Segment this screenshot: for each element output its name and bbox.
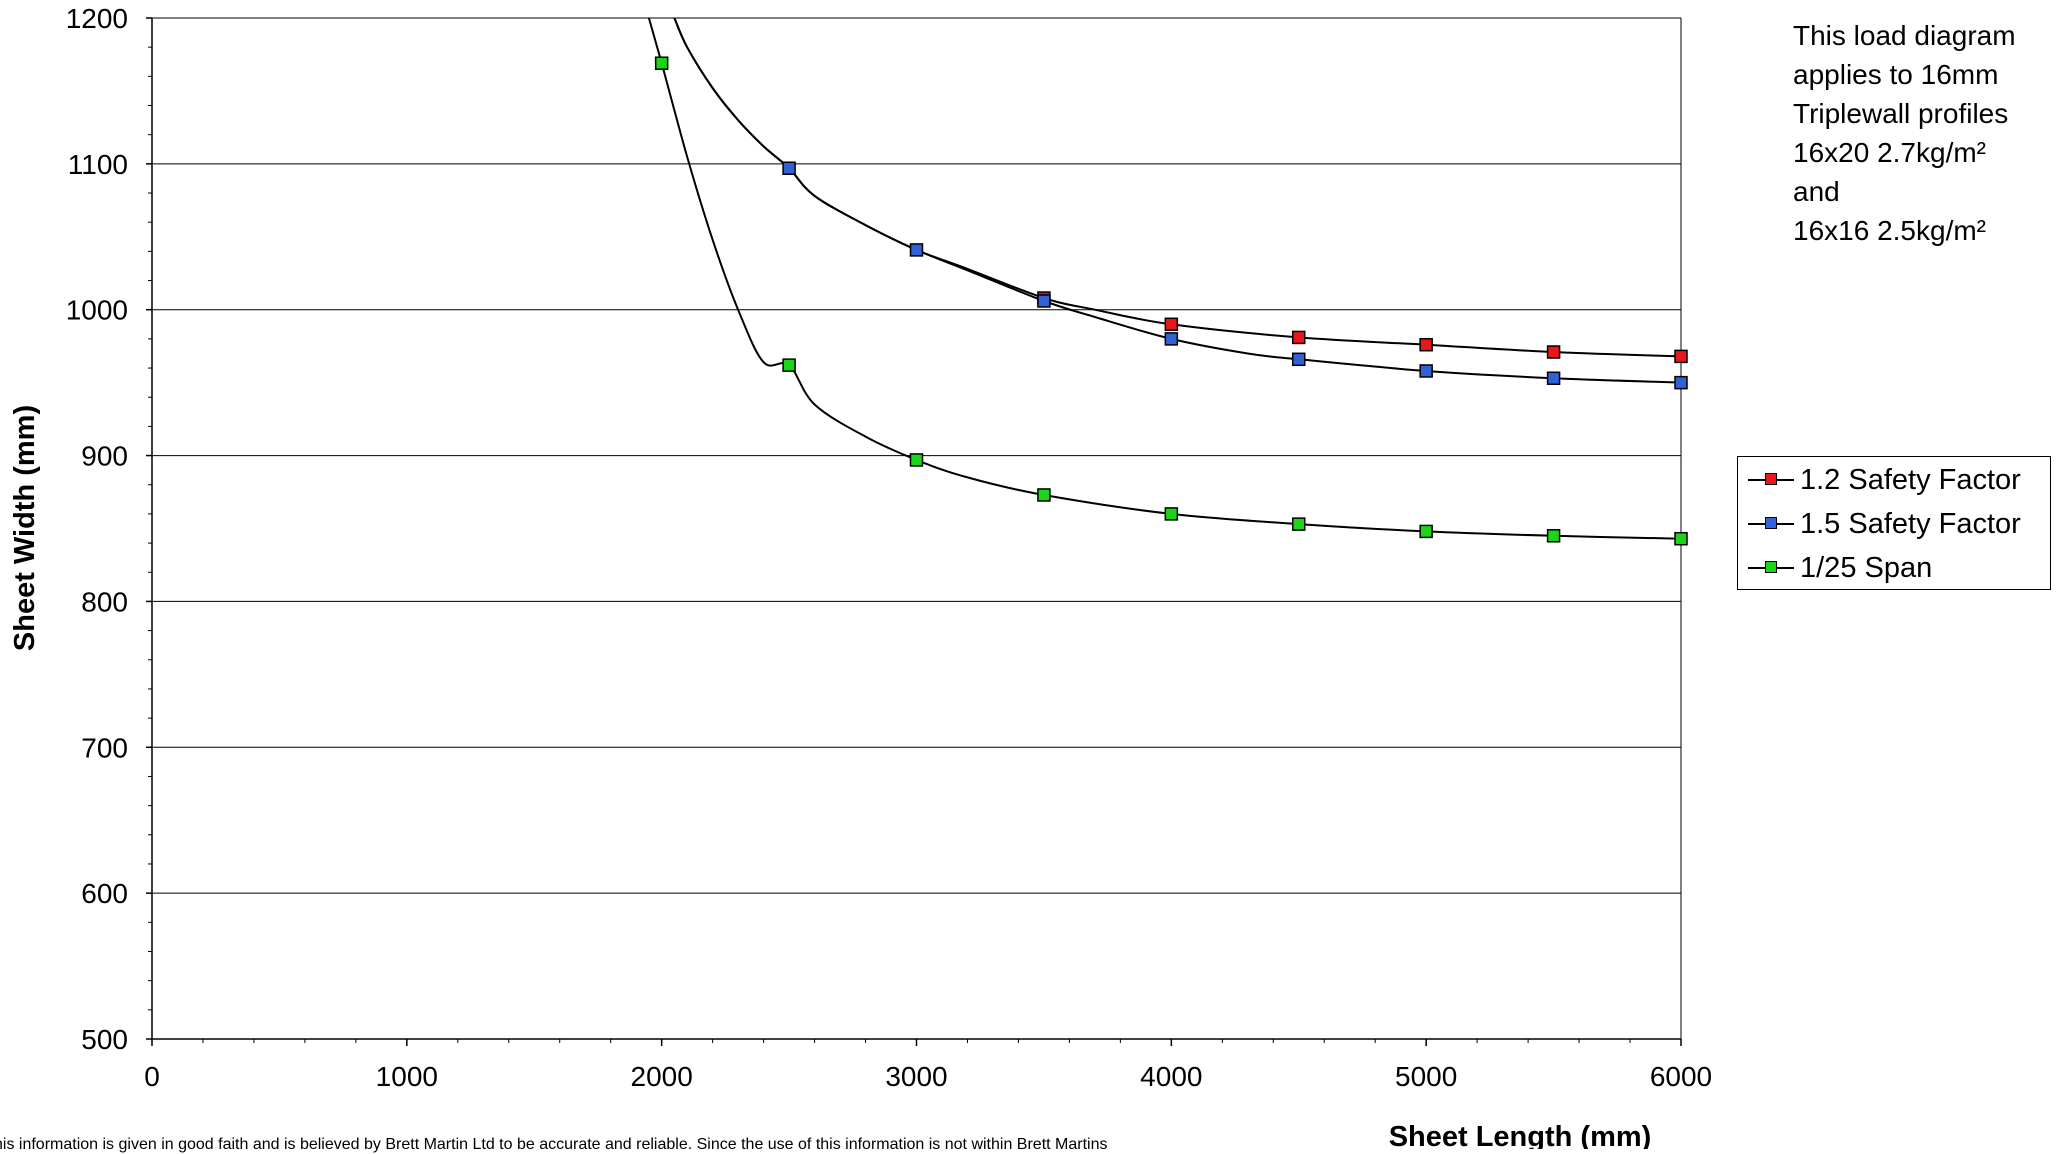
legend-marker [1765, 517, 1777, 529]
y-tick-label: 500 [81, 1024, 128, 1055]
annotation-line: and [1793, 176, 1840, 207]
annotation-line: 16x16 2.5kg/m² [1793, 215, 1986, 246]
data-point [1037, 488, 1051, 502]
x-tick-label: 1000 [376, 1061, 438, 1092]
x-tick-label: 0 [144, 1061, 160, 1092]
chart-legend: 1.2 Safety Factor 1.5 Safety Factor 1/25… [1737, 456, 2051, 590]
axes [146, 17, 1682, 1046]
data-point [1419, 364, 1433, 378]
y-axis-title: Sheet Width (mm) [9, 405, 41, 651]
data-point [1546, 371, 1561, 386]
data-point [1292, 330, 1306, 345]
y-tick-label: 1200 [66, 3, 128, 34]
data-point [1292, 517, 1306, 531]
legend-item-safety-1-5: 1.5 Safety Factor [1748, 502, 2021, 546]
legend-item-safety-1-2: 1.2 Safety Factor [1748, 458, 2021, 502]
data-point [1419, 337, 1433, 352]
x-tick-label: 5000 [1395, 1061, 1457, 1092]
data-point [782, 161, 796, 175]
data-point [1674, 531, 1688, 546]
x-tick-label: 3000 [885, 1061, 947, 1092]
legend-line [1748, 517, 1794, 529]
series-line [673, 17, 1682, 358]
annotation-line: This load diagram [1793, 20, 2016, 51]
y-tick-label: 800 [81, 586, 128, 617]
series-curves [647, 17, 1682, 540]
legend-line [1748, 473, 1794, 485]
series-line [647, 17, 1682, 540]
y-tick-label: 900 [81, 441, 128, 472]
data-point [1674, 375, 1688, 390]
annotation-line: 16x20 2.7kg/m² [1793, 137, 1986, 168]
annotation-line: Triplewall profiles [1793, 98, 2009, 129]
legend-label: 1.2 Safety Factor [1800, 463, 2021, 496]
disclaimer-text: his information is given in good faith a… [0, 1136, 1108, 1153]
legend-marker [1765, 561, 1777, 573]
y-tick-label: 1000 [66, 295, 128, 326]
y-tick-label: 700 [81, 732, 128, 763]
data-point [1546, 529, 1561, 543]
gridlines [152, 17, 1681, 894]
series-markers [654, 56, 1688, 546]
data-point [1674, 349, 1688, 364]
data-point [1164, 507, 1179, 521]
y-tick-label: 1100 [68, 149, 128, 180]
legend-label: 1.5 Safety Factor [1800, 507, 2021, 540]
data-point [909, 453, 924, 467]
legend-label: 1/25 Span [1800, 551, 1933, 584]
x-axis-title: Sheet Length (mm) [1389, 1121, 1652, 1149]
data-point [654, 56, 669, 70]
tick-labels: 500 600 700 800 900 1000 1100 1200 0 1000 2000 3000… [66, 3, 1712, 1092]
chart-annotation: This load diagram applies to 16mm Triple… [1793, 16, 2053, 250]
data-point [1292, 352, 1306, 367]
series-line [673, 17, 1682, 384]
data-point [1546, 345, 1561, 359]
data-point [1419, 524, 1433, 539]
data-point [1164, 317, 1179, 332]
annotation-line: applies to 16mm [1793, 59, 1999, 90]
data-point [1164, 332, 1179, 346]
x-tick-label: 2000 [631, 1061, 693, 1092]
data-point [909, 243, 924, 257]
legend-marker [1765, 473, 1777, 485]
data-point [1037, 294, 1051, 308]
legend-line [1748, 561, 1794, 573]
y-tick-label: 600 [81, 878, 128, 909]
legend-item-span: 1/25 Span [1748, 546, 1932, 590]
x-tick-label: 4000 [1140, 1061, 1202, 1092]
data-point [782, 358, 796, 372]
x-tick-label: 6000 [1650, 1061, 1712, 1092]
